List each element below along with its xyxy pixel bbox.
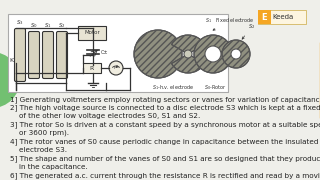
Text: $S_2$: $S_2$ [58,21,66,30]
Text: 1] Generating voltmeters employ rotating sectors or vanes for variation of capac: 1] Generating voltmeters employ rotating… [10,96,320,103]
Text: K: K [9,57,13,62]
Text: Keeda: Keeda [272,14,293,20]
Text: 5] The shape and number of the vanes of S0 and S1 are so designed that they prod: 5] The shape and number of the vanes of … [10,156,320,162]
FancyBboxPatch shape [14,28,26,82]
Text: or 3600 rpm).: or 3600 rpm). [10,130,69,136]
FancyBboxPatch shape [78,26,106,40]
Text: μA: μA [113,65,119,69]
Text: $S_0$: $S_0$ [30,21,38,30]
Text: E: E [262,12,267,21]
Text: $S_1$   Fixed electrode: $S_1$ Fixed electrode [205,16,254,30]
Text: $S_1$: $S_1$ [44,21,52,30]
Circle shape [184,50,192,58]
Text: R: R [90,66,94,71]
Text: 4] The rotor vanes of S0 cause periodic change in capacitance between the insula: 4] The rotor vanes of S0 cause periodic … [10,138,320,145]
Wedge shape [172,54,204,73]
Text: $S_2$: $S_2$ [242,22,255,39]
Text: $S_1$-h.v. electrode: $S_1$-h.v. electrode [152,83,194,92]
FancyBboxPatch shape [258,10,271,24]
Text: 3] The rotor So is driven at a constant speed by a synchronous motor at a suitab: 3] The rotor So is driven at a constant … [10,122,320,128]
Circle shape [205,46,221,62]
Text: $S_3$: $S_3$ [16,18,24,27]
Circle shape [109,61,123,75]
Circle shape [0,52,20,108]
Circle shape [194,35,232,73]
Text: of the other low voltage electrodes S0, S1 and S2.: of the other low voltage electrodes S0, … [10,113,200,119]
Text: 6] The generated a.c. current through the resistance R is rectified and read by : 6] The generated a.c. current through th… [10,172,320,179]
Text: Motor: Motor [84,30,100,35]
FancyBboxPatch shape [28,31,39,78]
FancyBboxPatch shape [83,63,101,73]
Text: in the capacitance.: in the capacitance. [10,164,88,170]
Text: 2] The high voltage source is connected to a disc electrode S3 which is kept at : 2] The high voltage source is connected … [10,105,320,111]
Text: C±: C± [101,50,108,55]
FancyBboxPatch shape [8,14,228,92]
FancyBboxPatch shape [258,10,306,24]
Text: electrode S3.: electrode S3. [10,147,67,153]
FancyBboxPatch shape [43,31,53,78]
FancyBboxPatch shape [57,31,68,78]
Text: $S_0$-Rotor: $S_0$-Rotor [204,83,226,92]
Circle shape [222,40,250,68]
Wedge shape [172,35,204,54]
Circle shape [134,30,182,78]
Circle shape [231,49,241,59]
